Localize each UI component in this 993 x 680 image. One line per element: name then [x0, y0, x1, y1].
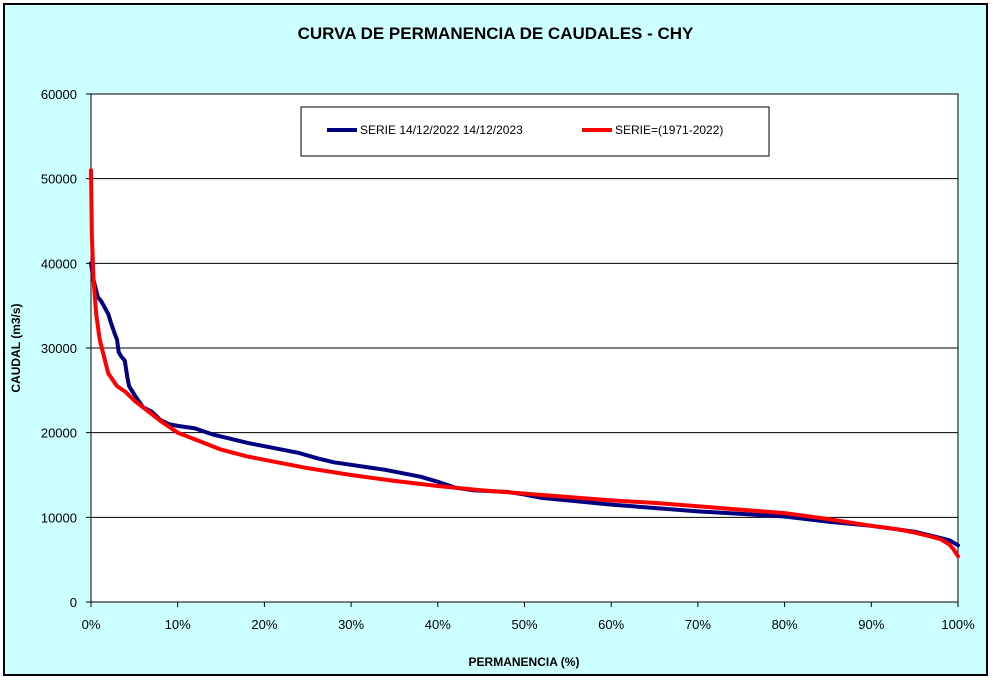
x-axis-ticks: 0% 10% 20% 30% 40% 50% 60% 70% 80% 90% 100% — [82, 602, 975, 632]
x-tick-label: 80% — [772, 617, 798, 632]
y-tick-label: 40000 — [41, 256, 77, 271]
y-axis-title: CAUDAL (m3/s) — [9, 303, 23, 392]
x-tick-label: 30% — [338, 617, 364, 632]
x-tick-label: 90% — [858, 617, 884, 632]
legend: SERIE 14/12/2022 14/12/2023 SERIE=(1971-… — [300, 106, 770, 157]
chart-title: CURVA DE PERMANENCIA DE CAUDALES - CHY — [297, 24, 694, 43]
x-tick-label: 40% — [425, 617, 451, 632]
x-tick-label: 10% — [165, 617, 191, 632]
x-tick-label: 20% — [251, 617, 277, 632]
x-tick-label: 60% — [598, 617, 624, 632]
legend-box — [300, 106, 770, 157]
series-line-2 — [89, 168, 960, 559]
y-tick-label: 10000 — [41, 510, 77, 525]
y-tick-label: 20000 — [41, 426, 77, 441]
y-tick-label: 60000 — [41, 87, 77, 102]
x-axis-title: PERMANENCIA (%) — [469, 655, 580, 669]
x-tick-label: 0% — [82, 617, 101, 632]
x-tick-label: 70% — [685, 617, 711, 632]
legend-label-series-2: SERIE=(1971-2022) — [615, 123, 723, 137]
legend-label-series-1: SERIE 14/12/2022 14/12/2023 — [360, 123, 523, 137]
series-lines — [89, 168, 960, 559]
x-tick-label: 100% — [941, 617, 975, 632]
x-tick-label: 50% — [511, 617, 537, 632]
y-tick-label: 50000 — [41, 172, 77, 187]
y-tick-label: 0 — [70, 595, 77, 610]
series-line-1 — [89, 261, 960, 548]
y-axis-ticks: 0 10000 20000 30000 40000 50000 60000 — [41, 87, 91, 610]
y-tick-label: 30000 — [41, 341, 77, 356]
